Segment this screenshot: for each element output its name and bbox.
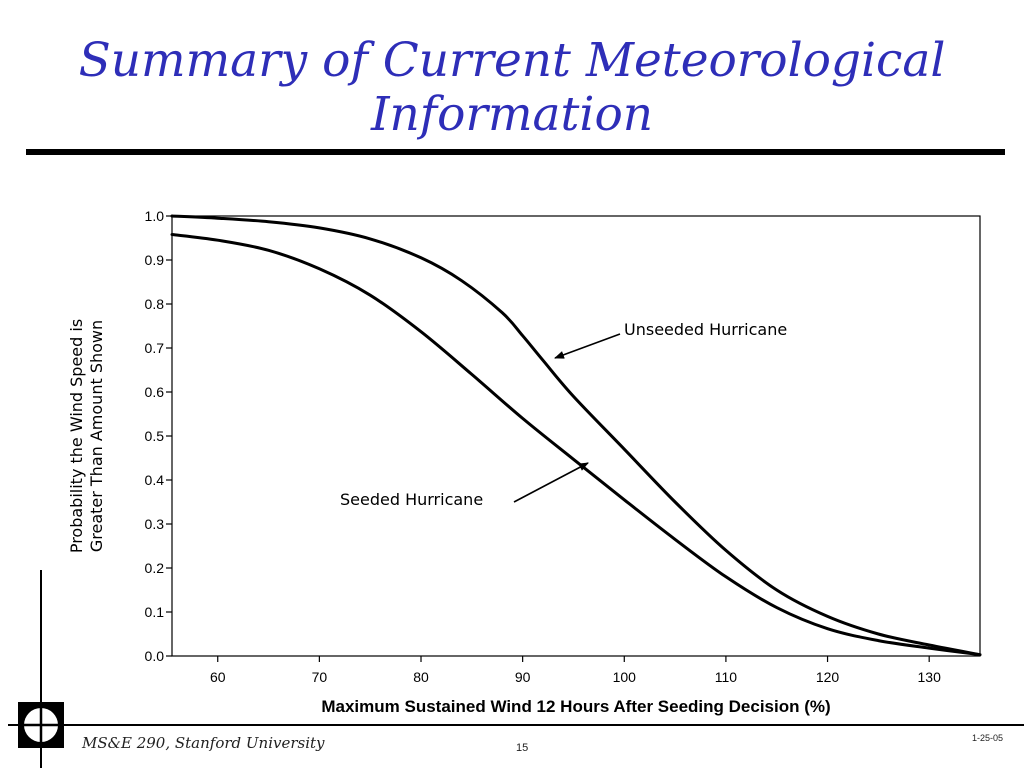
plot-area-frame: [171, 215, 981, 657]
slide-title-line-1: Summary of Current Meteorological: [78, 33, 946, 88]
y-axis-title: Probability the Wind Speed is Greater Th…: [67, 319, 106, 553]
y-tick-label: 0.8: [145, 296, 165, 312]
title-underline: [26, 149, 1005, 155]
x-tick-label: 60: [210, 669, 226, 685]
footer-horizontal-rule: [8, 724, 1024, 726]
x-tick-label: 90: [515, 669, 531, 685]
x-tick-label: 110: [715, 669, 738, 685]
x-tick-label: 130: [918, 669, 942, 685]
x-tick-label: 80: [413, 669, 429, 685]
y-tick-label: 0.0: [145, 648, 165, 664]
y-tick-label: 1.0: [145, 208, 165, 224]
y-tick-label: 0.5: [145, 428, 165, 444]
y-axis-title-line-2: Greater Than Amount Shown: [87, 320, 106, 552]
crosshair-logo-icon: [18, 702, 64, 748]
y-tick-label: 0.7: [145, 340, 165, 356]
y-tick-label: 0.1: [145, 604, 165, 620]
slide-title-line-2: Information: [370, 87, 654, 142]
page-number: 15: [516, 742, 529, 754]
x-axis: 60 70 80 90 100 110 120 130: [210, 656, 941, 685]
footer-date: 1-25-05: [972, 733, 1004, 743]
annotation-arrow: [513, 462, 589, 503]
seeded-hurricane-line: [170, 232, 982, 657]
x-axis-title: Maximum Sustained Wind 12 Hours After Se…: [321, 697, 830, 716]
footer-course-label: MS&E 290, Stanford University: [82, 734, 325, 752]
annotations: Unseeded Hurricane Seeded Hurricane: [340, 320, 787, 509]
slide-title: Summary of Current Meteorological Inform…: [0, 34, 1024, 142]
footer-vertical-rule: [40, 570, 42, 768]
x-tick-label: 100: [613, 669, 637, 685]
unseeded-hurricane-line: [170, 214, 982, 657]
y-tick-label: 0.9: [145, 252, 165, 268]
annotation-label: Seeded Hurricane: [340, 490, 483, 509]
x-tick-label: 70: [312, 669, 328, 685]
y-axis: 0.0 0.1 0.2 0.3 0.4 0.5 0.6 0.7 0.8 0.9 1.0: [145, 208, 172, 664]
x-tick-label: 120: [816, 669, 840, 685]
series-group: [170, 214, 982, 657]
y-tick-label: 0.4: [145, 472, 165, 488]
annotation-arrow: [554, 333, 621, 359]
annotation-label: Unseeded Hurricane: [624, 320, 787, 339]
y-tick-label: 0.6: [145, 384, 165, 400]
y-axis-title-line-1: Probability the Wind Speed is: [67, 319, 86, 553]
y-tick-label: 0.2: [145, 560, 165, 576]
y-tick-label: 0.3: [145, 516, 165, 532]
